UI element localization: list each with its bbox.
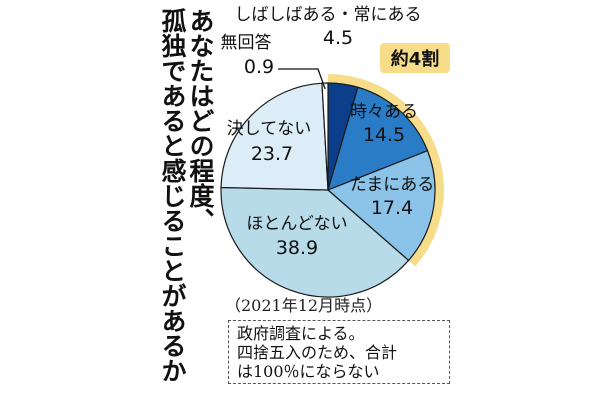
date-note: （2021年12月時点） [225, 296, 383, 315]
slice-3 [326, 149, 436, 262]
highlight-label-box [380, 43, 450, 73]
slice-3-label: たまにある [350, 175, 435, 195]
slice-3-value: 17.4 [371, 197, 413, 219]
highlight-arc [328, 74, 444, 267]
highlight-layer: 約4割 [328, 43, 450, 267]
slice-6-value: 0.9 [244, 56, 274, 78]
slice-5-value: 23.7 [251, 143, 293, 165]
footnote-line-2: 四捨五入のため、合計 [237, 343, 398, 362]
slice-4-value: 38.9 [276, 237, 318, 259]
slice-5 [220, 82, 329, 191]
slice-2 [327, 86, 429, 192]
slice-2-value: 14.5 [363, 124, 405, 146]
footnote-box: 政府調査による。 四捨五入のため、合計 は100％にならない [228, 320, 450, 384]
slice-6 [321, 82, 329, 191]
slice-1-label: しばしばある・常にある [235, 5, 422, 25]
footnote-line-3: は100％にならない [237, 362, 380, 381]
slice-6-leader-line [278, 68, 326, 90]
slice-1-value: 4.5 [323, 27, 353, 49]
slice-5-label: 決してない [227, 119, 312, 139]
highlight-label: 約4割 [391, 48, 440, 70]
question-line-1: あなたはどの程度、 [186, 8, 215, 233]
slice-2-label: 時々ある [350, 102, 418, 122]
slice-4 [220, 186, 410, 298]
slice-6-label: 無回答 [221, 33, 272, 53]
question-line-2: 孤独であると感じることがあるか [158, 8, 187, 383]
slice-layer [220, 82, 436, 298]
footnote-line-1: 政府調査による。 [237, 324, 365, 343]
slice-4-label: ほとんどない [246, 214, 347, 234]
